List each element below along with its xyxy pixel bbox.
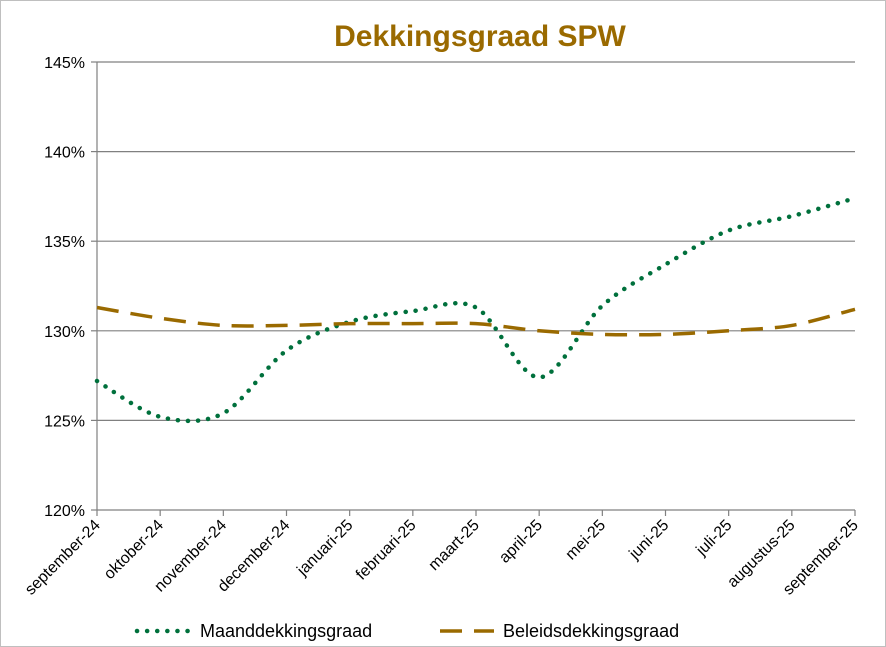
x-tick-label: mei-25 [563,517,610,564]
series-group [94,195,858,424]
y-tick-label: 125% [44,413,85,430]
legend: Maanddekkingsgraad Beleidsdekkingsgraad [134,621,679,641]
axes [96,62,855,511]
series-line-maanddekkingsgraad [94,195,858,424]
gridlines [97,61,855,421]
y-tick-label: 130% [44,324,85,341]
y-axis-ticks: 120% 125% 130% 135% 140% 145% [44,55,97,520]
y-tick-label: 140% [44,145,85,162]
x-tick-label: juni-25 [626,517,673,564]
y-tick-label: 120% [44,503,85,520]
x-tick-label: maart-25 [426,517,483,574]
x-tick-label: februari-25 [353,517,420,584]
x-tick-label: oktober-24 [101,517,167,583]
legend-label-beleidsdekkingsgraad: Beleidsdekkingsgraad [503,621,679,641]
x-tick-label: januari-25 [293,517,356,580]
legend-label-maanddekkingsgraad: Maanddekkingsgraad [200,621,372,641]
x-tick-label: september-24 [22,517,104,599]
series-line-beleidsdekkingsgraad [96,305,856,337]
y-tick-label: 135% [44,234,85,251]
x-tick-label: juli-25 [693,517,736,560]
y-tick-label: 145% [44,55,85,72]
x-axis-ticks: september-24oktober-24november-24decembe… [22,510,862,599]
x-tick-label: april-25 [496,517,546,567]
chart-title: Dekkingsgraad SPW [334,20,626,53]
